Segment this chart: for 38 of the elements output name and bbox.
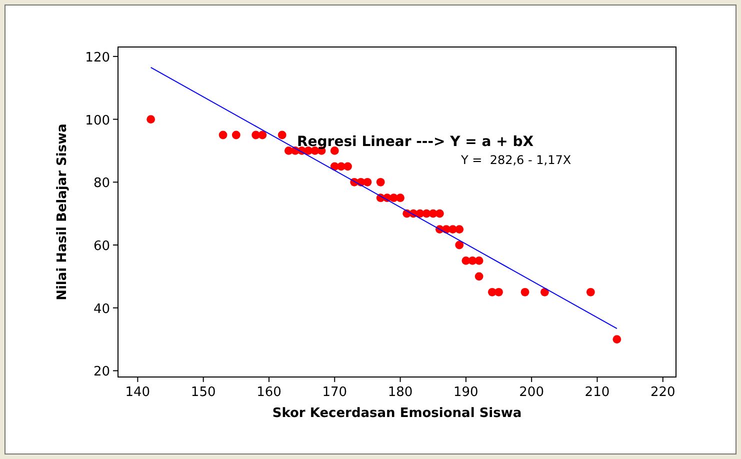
point <box>474 256 484 265</box>
point <box>344 162 352 171</box>
x-tick-label: 220 <box>650 385 676 400</box>
x-tick-label: 160 <box>256 385 282 400</box>
point <box>232 130 240 140</box>
x-tick-label: 190 <box>454 385 478 400</box>
point <box>474 272 484 281</box>
point <box>494 288 503 296</box>
y-tick-label: 20 <box>93 364 110 380</box>
point <box>586 288 595 296</box>
y-tick-label: 120 <box>85 50 110 66</box>
point <box>520 288 530 296</box>
point <box>218 130 228 140</box>
x-tick-label: 210 <box>584 385 610 400</box>
point <box>278 130 286 140</box>
x-tick-label: 180 <box>388 385 413 400</box>
y-tick-label: 80 <box>93 176 110 192</box>
x-tick-label: 140 <box>125 385 150 400</box>
x-axis-title: Skor Kecerdasan Emosional Siswa <box>272 406 522 421</box>
point <box>363 178 372 186</box>
point <box>258 130 267 140</box>
point <box>376 178 385 186</box>
point <box>612 335 622 344</box>
annotation: Regresi Linear ---> Y = a + bX <box>297 134 534 150</box>
x-tick-label: 200 <box>519 385 544 400</box>
point <box>455 240 464 250</box>
x-tick-label: 170 <box>322 385 348 400</box>
annotation: Y = 282,6 - 1,17X <box>460 153 572 167</box>
y-axis-title: Nilai Hasil Belajar Siswa <box>55 124 70 300</box>
point <box>396 194 404 202</box>
x-tick-label: 150 <box>190 385 216 400</box>
y-tick-label: 60 <box>93 239 110 254</box>
point <box>146 115 156 124</box>
point <box>540 288 549 296</box>
y-tick-label: 40 <box>93 302 110 317</box>
point <box>455 225 464 234</box>
point <box>435 209 444 218</box>
y-tick-label: 100 <box>85 113 110 128</box>
